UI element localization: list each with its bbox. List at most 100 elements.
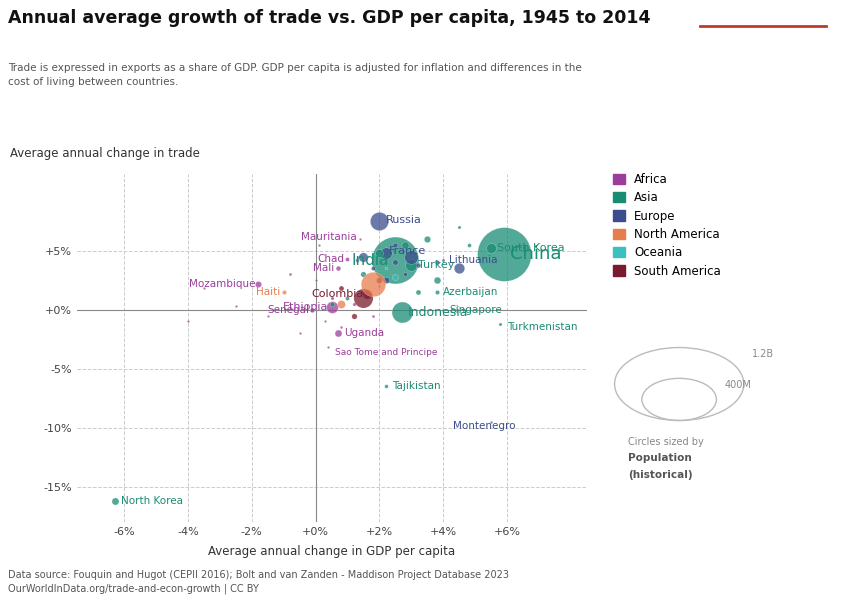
Point — [360, 290, 373, 299]
Text: 400M: 400M — [725, 380, 751, 390]
Point — [398, 269, 411, 279]
Text: Haiti: Haiti — [256, 287, 280, 297]
Point — [379, 263, 393, 273]
Text: North Korea: North Korea — [121, 496, 183, 506]
Point — [372, 246, 386, 256]
Point — [261, 311, 275, 320]
Point — [372, 248, 386, 258]
Point — [484, 417, 497, 427]
Point — [379, 248, 393, 258]
Text: Mozambique: Mozambique — [189, 279, 255, 289]
Point — [494, 319, 507, 329]
Point — [420, 234, 434, 244]
Text: Circles sized by: Circles sized by — [628, 437, 704, 447]
Point — [484, 244, 497, 253]
Point — [334, 299, 348, 308]
Point — [452, 263, 466, 273]
Point — [350, 256, 364, 265]
Text: Our World: Our World — [735, 10, 790, 20]
Text: Tajikistan: Tajikistan — [392, 382, 440, 391]
Text: India: India — [351, 253, 388, 268]
Text: Montenegro: Montenegro — [452, 421, 515, 431]
Text: Ethiopia: Ethiopia — [283, 302, 328, 313]
Point — [388, 257, 402, 267]
Point — [430, 257, 444, 267]
Point — [430, 275, 444, 285]
Point — [398, 240, 411, 250]
Text: in Data: in Data — [743, 31, 783, 41]
Text: Mali: Mali — [314, 263, 335, 274]
Point — [430, 287, 444, 297]
Point — [436, 305, 450, 314]
Point — [334, 323, 348, 332]
Text: 1.2B: 1.2B — [752, 349, 774, 359]
Point — [321, 343, 335, 352]
Text: Azerbaijan: Azerbaijan — [443, 287, 498, 297]
Text: Trade is expressed in exports as a share of GDP. GDP per capita is adjusted for : Trade is expressed in exports as a share… — [8, 63, 582, 87]
Point — [372, 275, 386, 285]
Point — [347, 299, 360, 308]
Point — [411, 287, 424, 297]
Text: Lithuania: Lithuania — [450, 255, 498, 265]
Text: China: China — [510, 245, 562, 263]
Text: Senegal: Senegal — [267, 305, 309, 314]
Text: Russia: Russia — [386, 215, 422, 225]
Point — [379, 275, 393, 285]
Point — [331, 328, 345, 338]
Text: Colombia: Colombia — [311, 289, 363, 299]
Legend: Africa, Asia, Europe, North America, Oceania, South America: Africa, Asia, Europe, North America, Oce… — [613, 173, 721, 278]
Point — [341, 293, 354, 302]
Text: Chad: Chad — [317, 254, 344, 264]
Point — [108, 496, 122, 506]
Text: Sao Tome and Principe: Sao Tome and Principe — [335, 347, 437, 356]
Point — [312, 240, 326, 250]
Text: France: France — [388, 245, 426, 256]
Point — [181, 317, 195, 326]
Point — [379, 382, 393, 391]
Point — [331, 263, 345, 273]
Text: Turkmenistan: Turkmenistan — [507, 322, 577, 332]
Point — [388, 240, 402, 250]
Point — [356, 287, 370, 297]
Point — [197, 284, 211, 293]
Point — [462, 240, 475, 250]
Text: Population: Population — [628, 453, 692, 463]
Text: Data source: Fouquin and Hugot (CEPII 2016); Bolt and van Zanden - Maddison Proj: Data source: Fouquin and Hugot (CEPII 20… — [8, 570, 509, 594]
Point — [306, 305, 320, 314]
Point — [347, 311, 360, 320]
X-axis label: Average annual change in GDP per capita: Average annual change in GDP per capita — [208, 545, 455, 558]
Point — [366, 311, 380, 320]
Point — [277, 287, 291, 297]
Point — [318, 317, 332, 326]
Point — [334, 284, 348, 293]
Text: Annual average growth of trade vs. GDP per capita, 1945 to 2014: Annual average growth of trade vs. GDP p… — [8, 9, 651, 27]
Point — [356, 293, 370, 302]
Point — [325, 299, 338, 308]
Text: Average annual change in trade: Average annual change in trade — [10, 147, 200, 160]
Point — [354, 234, 367, 244]
Point — [309, 275, 322, 285]
Text: Uganda: Uganda — [344, 328, 384, 338]
Point — [388, 272, 402, 281]
Point — [366, 279, 380, 289]
Point — [436, 256, 450, 265]
Text: Singapore: Singapore — [450, 305, 502, 314]
Point — [283, 269, 297, 279]
Point — [496, 250, 510, 259]
Point — [356, 252, 370, 262]
Point — [292, 328, 306, 338]
Point — [405, 252, 418, 262]
Point — [388, 256, 402, 265]
Text: (historical): (historical) — [628, 470, 693, 481]
Point — [341, 254, 354, 264]
Point — [411, 260, 424, 269]
Point — [372, 281, 386, 291]
Point — [394, 307, 408, 317]
Point — [405, 260, 418, 269]
Point — [252, 279, 265, 289]
Text: Indonesia: Indonesia — [408, 305, 468, 319]
Point — [452, 222, 466, 232]
Text: Turkey: Turkey — [417, 260, 454, 270]
Point — [325, 293, 338, 302]
Point — [356, 269, 370, 279]
